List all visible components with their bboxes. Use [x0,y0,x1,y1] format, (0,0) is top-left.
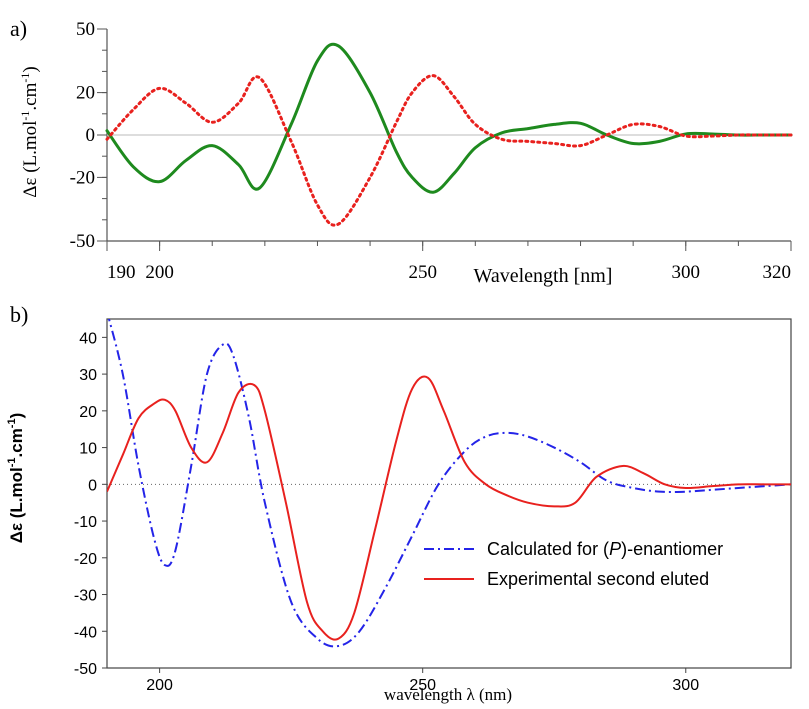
panel-b-y-tick-label: -40 [74,624,97,641]
panel-a-series [105,42,793,227]
panel-a-y-tick-label: 0 [86,125,96,146]
panel-a-x-tick-label: 300 [672,262,701,283]
panel-a-ticks: -50 -20 0 20 50 190 200 250 300 320 [70,19,792,283]
panel-a-y-axis-label-post: ) [20,66,41,72]
legend-label-experimental: Experimental second eluted [487,569,709,589]
panel-a-label: a) [10,16,27,41]
panel-b-y-axis-label-sup2: -1 [6,418,18,428]
panel-a-y-axis-label-sup2: -1 [18,73,32,83]
legend-label-calculated-post: )-enantiomer [621,539,723,559]
panel-b-y-axis-label-mid: .cm [7,428,26,457]
panel-a-y-axis-label-sup1: -1 [18,111,32,121]
panel-a-x-tick-label: 200 [145,262,174,283]
panel-b-series [107,319,791,648]
panel-a-y-tick-label: 50 [76,19,95,40]
panel-b-y-tick-label: -10 [74,514,97,531]
legend-label-calculated-pre: Calculated for ( [487,539,609,559]
panel-a-x-axis-label: Wavelength [nm] [474,265,613,287]
panel-a-y-axis-label: Δε (L.mol-1.cm-1) [18,66,41,197]
panel-b-y-tick-label: -20 [74,551,97,568]
panel-b-y-tick-label: -30 [74,588,97,605]
panel-a-x-tick-label: 190 [107,262,136,283]
panel-b-legend: Calculated for (P)-enantiomer Experiment… [424,539,723,589]
panel-b-y-tick-label: -50 [74,661,97,678]
panel-b-y-axis-label: Δε (L.mol-1.cm-1) [6,413,26,544]
panel-a-series-line-red-dotted [105,74,793,227]
panel-a-y-tick-label: -20 [70,167,95,188]
panel-b-series-line-experimental [107,375,791,641]
panel-b-y-tick-label: 10 [79,441,97,458]
panel-a-series-line-green-solid [105,42,793,194]
legend-label-calculated-italic: P [609,539,621,559]
panel-b-series-line-calculated [107,319,791,648]
panel-b-y-tick-label: 20 [79,404,97,421]
panel-a-y-tick-label: -50 [70,231,95,252]
panel-b-x-tick-label: 250 [409,677,436,694]
panel-b-x-axis-label: wavelength λ (nm) [384,685,512,704]
panel-b-axes [106,318,792,669]
panel-b-y-axis-label-pre: Δε (L.mol [7,467,26,543]
panel-b-y-tick-label: 0 [88,477,97,494]
panel-b-label: b) [10,302,28,327]
panel-b-y-tick-label: 30 [79,367,97,384]
panel-b-y-tick-label: 40 [79,330,97,347]
panel-a-x-tick-label: 250 [408,262,437,283]
panel-b-plot-frame [106,318,792,669]
panel-b-x-tick-label: 300 [672,677,699,694]
panel-a-y-axis-label-pre: Δε (L.mol [20,121,41,198]
panel-b-y-axis-label-sup1: -1 [6,457,18,467]
panel-a-x-tick-label: 320 [763,262,792,283]
panel-a-y-tick-label: 20 [76,83,95,104]
panel-b-chart: b) Δε (L.mol-1.cm-1) wavelength λ (nm) -… [6,302,792,704]
panel-a-chart: a) Δε (L.mol-1.cm-1) Wavelength [nm] -50… [10,16,793,287]
panel-b-ticks: -50 -40 -30 -20 -10 0 10 20 30 40 200 250 300 [74,330,699,694]
panel-b-y-axis-label-post: ) [7,413,26,419]
legend-label-calculated: Calculated for (P)-enantiomer [487,539,723,559]
panel-b-x-tick-label: 200 [146,677,173,694]
panel-a-y-axis-label-mid: .cm [20,82,41,110]
